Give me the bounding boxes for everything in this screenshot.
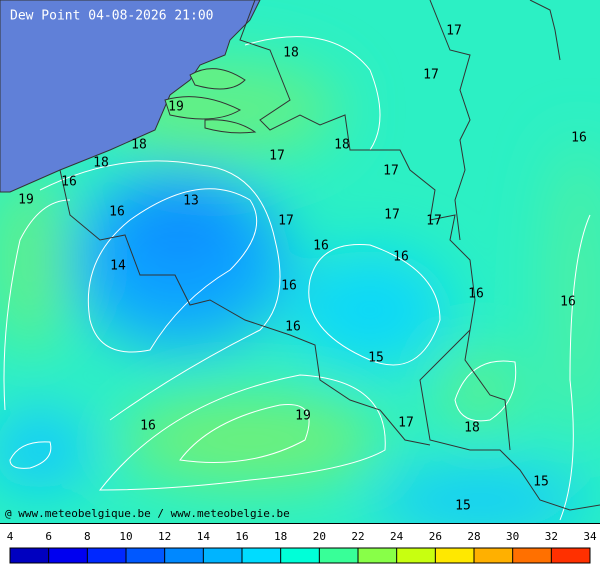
contour-label: 16 — [285, 320, 301, 335]
colorbar-label: 10 — [119, 530, 132, 543]
contour-label: 17 — [383, 164, 399, 179]
contour-label: 17 — [426, 214, 442, 229]
contour-label: 16 — [393, 250, 409, 265]
colorbar-segment — [319, 548, 358, 563]
contour-label: 18 — [283, 46, 299, 61]
colorbar-label: 8 — [84, 530, 91, 543]
colorbar-label: 16 — [235, 530, 248, 543]
contour-label: 17 — [423, 68, 439, 83]
contour-label: 14 — [110, 259, 126, 274]
contour-label: 17 — [398, 416, 414, 431]
contour-label: 17 — [384, 208, 400, 223]
colorbar-label: 12 — [158, 530, 171, 543]
contour-label: 18 — [334, 138, 350, 153]
colorbar-label: 24 — [390, 530, 404, 543]
colorbar-segment — [203, 548, 242, 563]
contour-label: 16 — [61, 175, 77, 190]
contour-label: 13 — [183, 194, 199, 209]
colorbar-segment — [396, 548, 436, 563]
colorbar-label: 6 — [45, 530, 52, 543]
contour-label: 16 — [560, 295, 576, 310]
contour-label: 15 — [533, 475, 549, 490]
contour-label: 18 — [93, 156, 109, 171]
contour-label: 19 — [168, 100, 184, 115]
colorbar-segment — [10, 548, 49, 563]
contour-label: 18 — [131, 138, 147, 153]
colorbar-segment — [87, 548, 126, 563]
contour-label: 16 — [109, 205, 125, 220]
colorbar-segment — [48, 548, 88, 563]
contour-label: 15 — [455, 499, 471, 514]
colorbar-label: 14 — [197, 530, 211, 543]
contour-label: 16 — [313, 239, 329, 254]
credit: @ www.meteobelgique.be / www.meteobelgie… — [5, 507, 290, 520]
contour-label: 19 — [295, 409, 311, 424]
contour-label: 17 — [278, 214, 294, 229]
contour-label: 16 — [468, 287, 484, 302]
colorbar-segment — [242, 548, 281, 563]
colorbar-segment — [358, 548, 397, 563]
field — [0, 0, 600, 523]
colorbar-segment — [474, 548, 513, 563]
colorbar-segment — [435, 548, 474, 563]
colorbar-label: 28 — [467, 530, 480, 543]
contour-label: 19 — [18, 193, 34, 208]
contour-label: 18 — [464, 421, 480, 436]
colorbar-label: 32 — [545, 530, 558, 543]
contour-label: 16 — [281, 279, 297, 294]
colorbar-segment — [280, 548, 320, 563]
contour-label: 15 — [368, 351, 384, 366]
colorbar-segment — [551, 548, 590, 563]
map-title: Dew Point 04-08-2026 21:00 — [10, 9, 214, 24]
colorbar-label: 34 — [583, 530, 597, 543]
colorbar-label: 26 — [429, 530, 442, 543]
colorbar-segment — [126, 548, 165, 563]
colorbar-label: 18 — [274, 530, 287, 543]
contour-label: 17 — [269, 149, 285, 164]
contour-label: 16 — [571, 131, 587, 146]
colorbar-segment — [164, 548, 204, 563]
colorbar-label: 4 — [7, 530, 14, 543]
colorbar-segment — [512, 548, 552, 563]
contour-label: 17 — [446, 24, 462, 39]
colorbar-label: 20 — [313, 530, 326, 543]
contour-label: 16 — [140, 419, 156, 434]
colorbar-label: 30 — [506, 530, 519, 543]
colorbar-label: 22 — [351, 530, 364, 543]
